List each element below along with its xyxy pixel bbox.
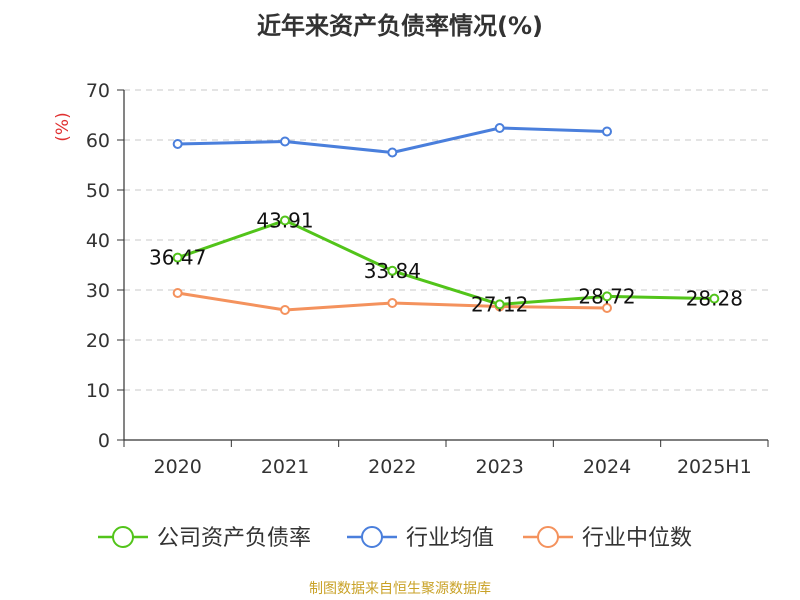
legend-label: 行业中位数 (582, 526, 692, 551)
grid-lines (124, 89, 768, 391)
x-tick-label: 2021 (261, 456, 309, 478)
data-point (494, 123, 505, 133)
x-tick-label: 2025H1 (677, 456, 752, 478)
chart-title: 近年来资产负债率情况(%) (257, 12, 543, 40)
data-labels: 36.47 43.91 33.84 27.12 28.72 28.28 (149, 208, 743, 316)
y-tick-label: 50 (86, 180, 110, 202)
data-point (172, 288, 183, 298)
data-point (172, 139, 183, 149)
x-tick-label: 2023 (475, 456, 523, 478)
data-point (280, 215, 290, 226)
legend-item[interactable]: 行业均值 (347, 526, 494, 551)
data-label: 33.84 (364, 259, 421, 283)
data-label: 27.12 (471, 292, 528, 316)
y-tick-label: 60 (86, 130, 110, 152)
y-axis-label: (%) (53, 112, 73, 141)
data-point (387, 265, 398, 276)
data-label: 43.91 (256, 208, 313, 232)
x-tick-label: 2022 (368, 456, 416, 478)
data-point (494, 299, 505, 310)
y-tick-label: 10 (86, 380, 110, 402)
legend-marker (112, 526, 134, 548)
data-point (387, 298, 398, 308)
data-point (280, 136, 290, 147)
x-tick-label: 2024 (583, 456, 631, 478)
x-tick-label: 2020 (153, 456, 201, 478)
y-tick-label: 0 (98, 430, 110, 452)
legend: 公司资产负债率 行业均值 行业中位数 (98, 526, 692, 551)
data-label: 36.47 (149, 246, 206, 270)
data-point (280, 305, 290, 315)
y-tick-label: 20 (86, 330, 110, 352)
data-label: 28.72 (578, 284, 635, 308)
y-tick-label: 70 (86, 80, 110, 102)
series-lines (172, 123, 720, 315)
data-point (602, 126, 612, 137)
data-point (602, 291, 612, 302)
series-line-0 (177, 218, 715, 306)
data-point (387, 147, 398, 158)
legend-item[interactable]: 行业中位数 (523, 526, 692, 551)
y-tick-label: 30 (86, 280, 110, 302)
x-axis-ticks: 2020 2021 2022 2023 2024 2025H1 (123, 440, 769, 478)
legend-item[interactable]: 公司资产负债率 (98, 526, 311, 551)
data-point (172, 252, 183, 263)
y-tick-label: 40 (86, 230, 110, 252)
legend-label: 行业均值 (406, 526, 494, 551)
data-point (602, 303, 612, 313)
legend-marker (537, 526, 559, 548)
legend-marker (361, 526, 383, 548)
data-label: 28.28 (686, 287, 743, 311)
legend-label: 公司资产负债率 (157, 526, 311, 551)
source-note: 制图数据来自恒生聚源数据库 (309, 581, 491, 597)
y-axis-ticks: 0 10 20 30 40 50 60 70 (86, 80, 124, 452)
data-point (709, 293, 720, 304)
